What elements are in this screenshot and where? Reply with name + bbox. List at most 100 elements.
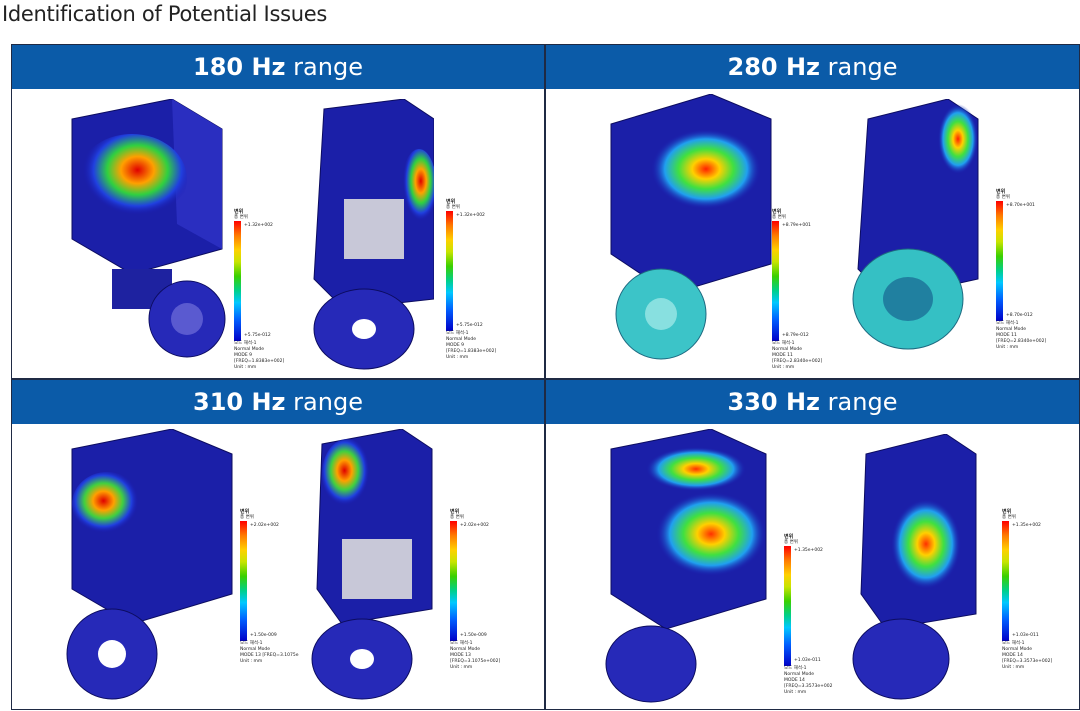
fea-model-image-left [71,99,226,358]
legend-mode-type: Normal Mode [446,337,476,342]
legend-mode-type: Normal Mode [772,347,802,352]
legend-max-value: +8.70e+001 [1006,203,1035,208]
legend-min-value: +1.03e-011 [1012,633,1039,638]
panel-body: 변위 총 변위 +1.35e+002 +1.03e-011 모드 해석-1 Norm… [546,424,1079,709]
panel-330hz: 330 Hz range 변위 총 [546,380,1079,709]
panel-range-label: range [293,388,363,416]
legend-mode-label: 모드 해석-1 [234,341,257,346]
legend-unit: Unit : mm [772,365,795,370]
fea-model-image-right [852,434,977,700]
legend-mode-freq: MODE 13 [FREQ=3.1075e [240,653,299,658]
legend-min-value: +1.50e-009 [250,633,277,638]
legend-title: 변위 [772,209,782,215]
legend-mode-label: 모드 해석-1 [996,321,1019,326]
legend-color-bar [240,521,247,641]
panel-frequency: 310 Hz [193,388,286,416]
legend-mode-freq: MODE 13 [FREQ=3.1075e+002] [450,653,501,664]
panel-280hz: 280 Hz range 변위 [546,45,1079,378]
legend-subtitle: 총 변위 [240,515,254,520]
color-legend-right: 변위 총 변위 +8.70e+001 +8.70e-012 모드 해석-1 Norm… [996,189,1058,351]
legend-unit: Unit : mm [996,345,1019,350]
legend-mode-label: 모드 해석-1 [450,641,473,646]
legend-mode-freq: MODE 11 [FREQ=2.8340e+002] [772,353,823,364]
legend-subtitle: 총 변위 [446,205,460,210]
legend-subtitle: 총 변위 [996,195,1010,200]
legend-color-bar [996,201,1003,321]
legend-min-value: +5.75e-012 [244,333,271,338]
legend-color-bar [450,521,457,641]
legend-subtitle: 총 변위 [450,515,464,520]
legend-subtitle: 총 변위 [784,540,798,545]
legend-title: 변위 [784,534,794,540]
panel-body: 변위 총 변위 +2.02e+002 +1.50e-009 모드 해석-1 Norm… [12,424,544,709]
fea-model-image-left [610,94,772,360]
legend-mode-label: 모드 해석-1 [240,641,263,646]
fea-model-image-right [311,429,433,700]
legend-unit: Unit : mm [1002,665,1025,670]
legend-min-value: +8.70e-012 [1006,313,1033,318]
legend-max-value: +1.35e+002 [794,548,823,553]
legend-title: 변위 [234,209,244,215]
legend-color-bar [1002,521,1009,641]
legend-mode-type: Normal Mode [450,647,480,652]
legend-mode-freq: MODE 11 [FREQ=2.8340e+002] [996,333,1047,344]
legend-mode-freq: MODE 14 [FREQ=3.3573e+002 [784,678,833,689]
legend-unit: Unit : mm [234,365,257,370]
color-legend-left: 변위 총 변위 +1.32e+002 +5.75e-012 모드 해석-1 Norm… [234,209,296,371]
legend-mode-freq: MODE 9 [FREQ=1.8383e+002] [446,343,497,354]
panel-310hz: 310 Hz range [12,380,544,709]
legend-unit: Unit : mm [240,659,263,664]
panel-frequency: 180 Hz [193,53,286,81]
panel-frequency: 330 Hz [727,388,821,416]
legend-mode-type: Normal Mode [1002,647,1032,652]
legend-color-bar [446,211,453,331]
legend-min-value: +1.50e-009 [460,633,487,638]
color-legend-right: 변위 총 변위 +2.02e+002 +1.50e-009 모드 해석-1 Norm… [450,509,512,671]
fea-model-image-right [313,99,434,370]
legend-color-bar [772,221,779,341]
panel-header: 310 Hz range [12,380,544,424]
panel-range-label: range [293,53,363,81]
color-legend-right: 변위 총 변위 +1.32e+002 +5.75e-012 모드 해석-1 Norm… [446,199,508,361]
color-legend-left: 변위 총 변위 +1.35e+002 +1.03e-011 모드 해석-1 Norm… [784,534,846,696]
legend-mode-freq: MODE 14 [FREQ=3.3573e+002] [1002,653,1053,664]
legend-unit: Unit : mm [450,665,473,670]
panel-body: 변위 총 변위 +8.79e+001 +8.79e-012 모드 해석-1 Norm… [546,89,1079,378]
legend-mode-type: Normal Mode [234,347,264,352]
panel-frequency: 280 Hz [727,53,821,81]
fea-model-image-left [66,429,233,700]
legend-min-value: +8.79e-012 [782,333,809,338]
legend-max-value: +8.79e+001 [782,223,811,228]
legend-title: 변위 [1002,509,1012,515]
fea-model-image-right [852,99,979,350]
results-grid: 180 Hz range [11,44,1080,710]
color-legend-right: 변위 총 변위 +1.35e+002 +1.03e-011 모드 해석-1 Norm… [1002,509,1064,671]
panel-header: 330 Hz range [546,380,1079,424]
legend-max-value: +1.35e+002 [1012,523,1041,528]
panel-header: 280 Hz range [546,45,1079,89]
legend-title: 변위 [996,189,1006,195]
legend-mode-label: 모드 해석-1 [784,666,807,671]
legend-subtitle: 총 변위 [234,215,248,220]
fea-model-image-left [605,429,767,703]
color-legend-left: 변위 총 변위 +2.02e+002 +1.50e-009 모드 해석-1 Norm… [240,509,302,665]
legend-min-value: +5.75e-012 [456,323,483,328]
legend-title: 변위 [450,509,460,515]
panel-range-label: range [827,388,898,416]
legend-max-value: +2.02e+002 [250,523,279,528]
legend-mode-label: 모드 해석-1 [1002,641,1025,646]
panel-header: 180 Hz range [12,45,544,89]
legend-subtitle: 총 변위 [772,215,786,220]
legend-color-bar [234,221,241,341]
panel-body: 변위 총 변위 +1.32e+002 +5.75e-012 모드 해석-1 Norm… [12,89,544,378]
legend-subtitle: 총 변위 [1002,515,1016,520]
color-legend-left: 변위 총 변위 +8.79e+001 +8.79e-012 모드 해석-1 Norm… [772,209,834,371]
legend-max-value: +2.02e+002 [460,523,489,528]
legend-mode-type: Normal Mode [996,327,1026,332]
legend-mode-label: 모드 해석-1 [446,331,469,336]
legend-title: 변위 [240,509,250,515]
legend-color-bar [784,546,791,666]
legend-mode-type: Normal Mode [784,672,814,677]
legend-min-value: +1.03e-011 [794,658,821,663]
grid-divider-vertical [544,45,546,709]
